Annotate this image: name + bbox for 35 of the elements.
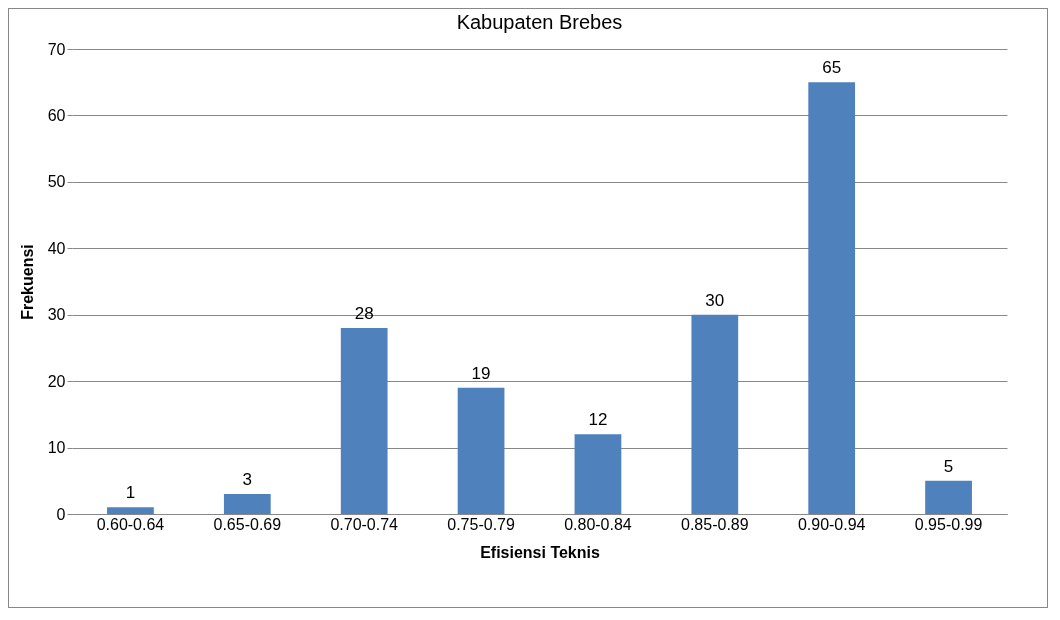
data-label: 5 bbox=[943, 456, 954, 476]
bar bbox=[107, 507, 154, 514]
y-tick-label: 40 bbox=[47, 239, 66, 257]
y-tick-label: 30 bbox=[47, 306, 66, 324]
data-label: 1 bbox=[125, 483, 136, 503]
y-tick-label: 60 bbox=[47, 106, 66, 124]
x-tick-label: 0.95-0.99 bbox=[914, 515, 983, 533]
bar bbox=[808, 82, 856, 514]
bar bbox=[691, 314, 739, 514]
x-tick-label: 0.70-0.74 bbox=[330, 515, 399, 533]
y-tick-label: 70 bbox=[47, 40, 66, 58]
bar bbox=[925, 480, 972, 514]
x-tick-label: 0.75-0.79 bbox=[447, 515, 515, 533]
x-tick-label: 0.90-0.94 bbox=[797, 515, 866, 533]
data-label: 12 bbox=[588, 410, 608, 430]
data-label: 65 bbox=[822, 58, 842, 78]
x-tick-label: 0.65-0.69 bbox=[213, 515, 282, 533]
y-axis-title: Frekuensi bbox=[18, 244, 36, 320]
y-tick-label: 50 bbox=[47, 173, 66, 191]
bar bbox=[457, 387, 505, 514]
data-label: 28 bbox=[354, 304, 374, 323]
chart-title: Kabupaten Brebes bbox=[456, 11, 623, 33]
x-axis-title: Efisiensi Teknis bbox=[480, 543, 600, 561]
x-tick-label: 0.60-0.64 bbox=[96, 515, 165, 533]
x-tick-label: 0.85-0.89 bbox=[681, 515, 749, 533]
data-label: 19 bbox=[471, 363, 491, 383]
bar bbox=[340, 328, 388, 514]
y-tick-label: 20 bbox=[47, 372, 66, 390]
bar bbox=[223, 494, 271, 514]
data-label: 30 bbox=[705, 290, 725, 310]
bar bbox=[574, 434, 622, 514]
y-tick-label: 10 bbox=[47, 439, 66, 457]
x-tick-label: 0.80-0.84 bbox=[564, 515, 632, 533]
y-tick-label: 0 bbox=[56, 505, 66, 523]
data-label: 3 bbox=[242, 470, 253, 490]
